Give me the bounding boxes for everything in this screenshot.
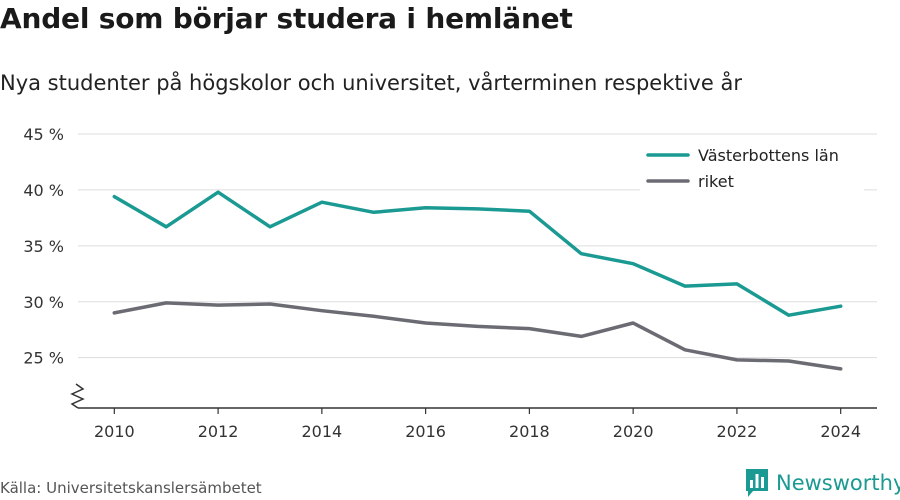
x-axis-tick-labels: 2010 2012 2014 2016 2018 2020 2022 2024 xyxy=(94,422,861,441)
source-note: Källa: Universitetskanslersämbetet xyxy=(0,479,262,497)
brand-name: Newsworthy xyxy=(776,471,900,495)
axis-break-icon xyxy=(70,383,85,409)
legend-label: riket xyxy=(698,172,734,191)
brand-logo: Newsworthy xyxy=(744,468,900,498)
y-axis-tick-labels: 25 % 30 % 35 % 40 % 45 % xyxy=(23,125,64,368)
x-tick-label: 2022 xyxy=(717,422,758,441)
x-tick-label: 2012 xyxy=(198,422,239,441)
y-tick-label: 30 % xyxy=(23,293,64,312)
x-tick-label: 2010 xyxy=(94,422,135,441)
legend-label: Västerbottens län xyxy=(698,146,839,165)
bar-chart-speech-icon xyxy=(746,469,768,497)
x-tick-label: 2024 xyxy=(820,422,861,441)
x-tick-label: 2018 xyxy=(509,422,550,441)
x-axis xyxy=(70,383,877,414)
x-tick-label: 2014 xyxy=(301,422,342,441)
y-tick-label: 45 % xyxy=(23,125,64,144)
series-line xyxy=(112,301,843,371)
y-tick-label: 25 % xyxy=(23,349,64,368)
chart-subtitle: Nya studenter på högskolor och universit… xyxy=(0,71,742,95)
series-line xyxy=(112,190,843,317)
legend-background xyxy=(640,140,864,192)
chart-title: Andel som börjar studera i hemlänet xyxy=(0,2,573,35)
legend: Västerbottens län riket xyxy=(640,140,864,192)
series-lines xyxy=(112,190,843,371)
y-tick-label: 35 % xyxy=(23,237,64,256)
x-tick-label: 2016 xyxy=(405,422,446,441)
y-tick-label: 40 % xyxy=(23,181,64,200)
x-tick-label: 2020 xyxy=(613,422,654,441)
